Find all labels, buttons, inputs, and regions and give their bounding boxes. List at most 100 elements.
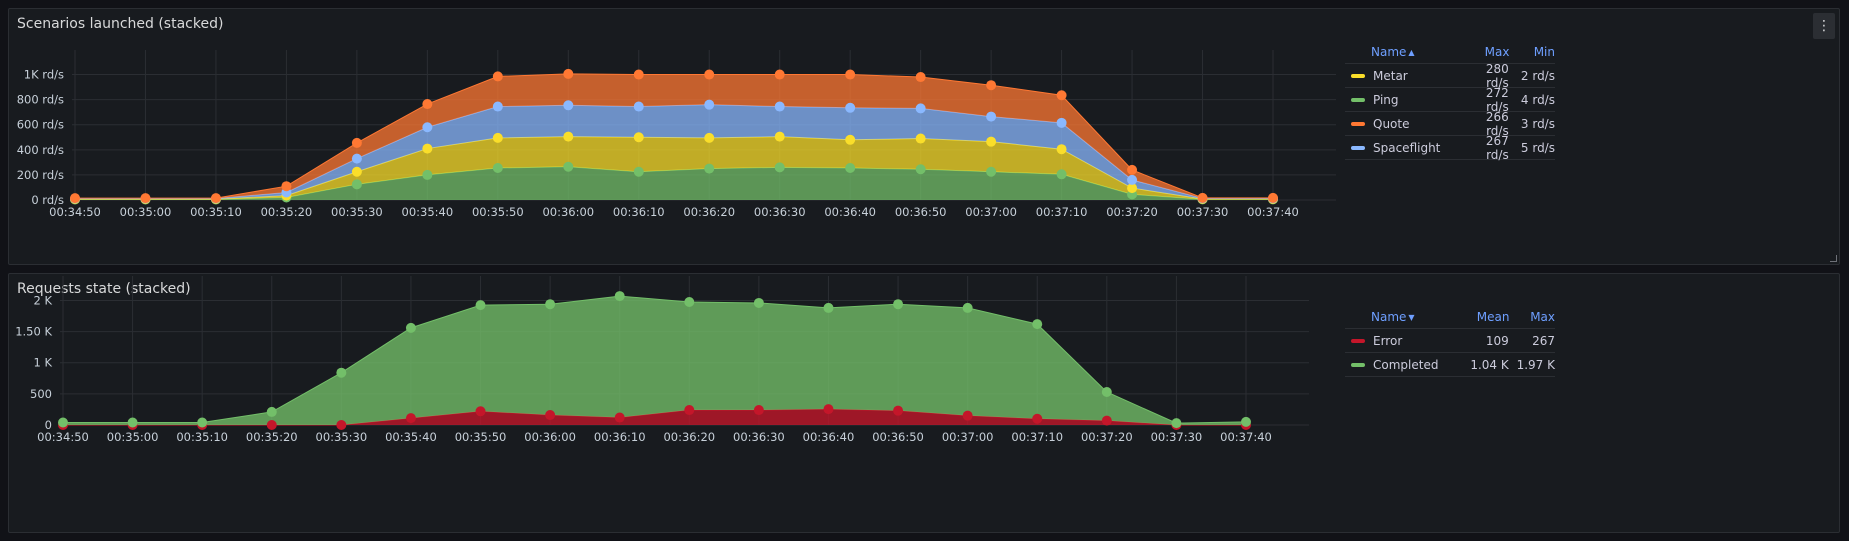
- data-point-completed[interactable]: [545, 299, 556, 310]
- data-point-ping[interactable]: [492, 163, 503, 174]
- data-point-ping[interactable]: [915, 164, 926, 175]
- data-point-quote[interactable]: [774, 69, 785, 80]
- resize-handle-icon[interactable]: [1830, 255, 1837, 262]
- data-point-spaceflight[interactable]: [915, 103, 926, 114]
- data-point-ping[interactable]: [774, 162, 785, 173]
- data-point-quote[interactable]: [422, 99, 433, 110]
- data-point-metar[interactable]: [704, 132, 715, 143]
- data-point-completed[interactable]: [893, 299, 904, 310]
- data-point-metar[interactable]: [915, 133, 926, 144]
- data-point-ping[interactable]: [563, 161, 574, 172]
- data-point-ping[interactable]: [845, 163, 856, 174]
- legend-sort-name[interactable]: Name ▼: [1345, 310, 1464, 324]
- data-point-error[interactable]: [475, 406, 486, 417]
- data-point-error[interactable]: [893, 405, 904, 416]
- data-point-completed[interactable]: [58, 417, 68, 428]
- data-point-quote[interactable]: [563, 68, 574, 79]
- legend-item-ping[interactable]: Ping 272 rd/s 4 rd/s: [1345, 86, 1555, 114]
- data-point-metar[interactable]: [774, 131, 785, 142]
- data-point-spaceflight[interactable]: [986, 111, 997, 122]
- scenarios-chart[interactable]: 0 rd/s 200 rd/s 400 rd/s 600 rd/s 800 rd/s 1K…: [9, 9, 1339, 266]
- data-point-ping[interactable]: [633, 166, 644, 177]
- data-point-spaceflight[interactable]: [492, 101, 503, 112]
- legend-header-mean[interactable]: Mean: [1476, 310, 1510, 324]
- data-point-spaceflight[interactable]: [1127, 174, 1138, 185]
- data-point-quote[interactable]: [1268, 192, 1278, 203]
- legend-sort-name[interactable]: Name ▲: [1345, 45, 1464, 59]
- data-point-metar[interactable]: [492, 132, 503, 143]
- data-point-error[interactable]: [614, 412, 625, 423]
- data-point-completed[interactable]: [1032, 319, 1043, 330]
- data-point-error[interactable]: [823, 404, 834, 415]
- data-point-spaceflight[interactable]: [633, 101, 644, 112]
- data-point-metar[interactable]: [422, 143, 433, 154]
- data-point-completed[interactable]: [1101, 386, 1112, 397]
- legend-item-metar[interactable]: Metar 280 rd/s 2 rd/s: [1345, 62, 1555, 90]
- data-point-quote[interactable]: [633, 69, 644, 80]
- data-point-metar[interactable]: [351, 166, 362, 177]
- requests-chart[interactable]: 0 500 1 K 1.50 K 2 K 00:34:50 00:35:00 00:35:10…: [9, 274, 1339, 534]
- data-point-quote[interactable]: [845, 69, 856, 80]
- data-point-quote[interactable]: [140, 193, 151, 204]
- data-point-completed[interactable]: [823, 302, 834, 313]
- data-point-metar[interactable]: [1056, 144, 1067, 155]
- data-point-completed[interactable]: [266, 406, 277, 417]
- data-point-spaceflight[interactable]: [422, 122, 433, 133]
- legend-header-min[interactable]: Min: [1533, 45, 1555, 59]
- panel-menu-icon[interactable]: ⋮: [1813, 13, 1835, 39]
- data-point-spaceflight[interactable]: [563, 100, 574, 111]
- data-point-completed[interactable]: [684, 297, 695, 308]
- data-point-quote[interactable]: [281, 181, 292, 192]
- data-point-spaceflight[interactable]: [845, 102, 856, 113]
- data-point-spaceflight[interactable]: [1056, 117, 1067, 128]
- data-point-error[interactable]: [545, 410, 556, 421]
- data-point-completed[interactable]: [127, 417, 138, 428]
- data-point-spaceflight[interactable]: [351, 153, 362, 164]
- data-point-error[interactable]: [266, 420, 277, 430]
- data-point-quote[interactable]: [704, 69, 715, 80]
- data-point-completed[interactable]: [1241, 416, 1251, 427]
- data-point-completed[interactable]: [336, 367, 347, 378]
- legend-header-max[interactable]: Max: [1484, 45, 1510, 59]
- data-point-completed[interactable]: [475, 300, 486, 311]
- data-point-ping[interactable]: [422, 169, 433, 180]
- data-point-quote[interactable]: [1056, 90, 1067, 101]
- data-point-quote[interactable]: [1197, 192, 1208, 203]
- legend-item-completed[interactable]: Completed 1.04 K 1.97 K: [1345, 353, 1555, 377]
- data-point-error[interactable]: [1032, 413, 1043, 424]
- data-point-quote[interactable]: [1127, 164, 1138, 175]
- legend-header-max[interactable]: Max: [1530, 310, 1555, 324]
- data-point-quote[interactable]: [986, 80, 997, 91]
- data-point-metar[interactable]: [845, 134, 856, 145]
- data-point-quote[interactable]: [492, 71, 503, 82]
- data-point-quote[interactable]: [70, 193, 80, 204]
- data-point-completed[interactable]: [1171, 418, 1182, 429]
- data-point-error[interactable]: [962, 410, 973, 421]
- data-point-error[interactable]: [336, 420, 347, 430]
- data-point-completed[interactable]: [614, 291, 625, 302]
- data-point-ping[interactable]: [986, 166, 997, 177]
- data-point-completed[interactable]: [405, 322, 416, 333]
- data-point-spaceflight[interactable]: [704, 99, 715, 110]
- data-point-error[interactable]: [684, 405, 695, 416]
- data-point-completed[interactable]: [753, 297, 764, 308]
- data-point-error[interactable]: [405, 413, 416, 424]
- data-point-ping[interactable]: [704, 163, 715, 174]
- data-point-ping[interactable]: [351, 179, 362, 190]
- data-point-error[interactable]: [753, 405, 764, 416]
- data-point-metar[interactable]: [1127, 183, 1138, 194]
- legend-item-quote[interactable]: Quote 266 rd/s 3 rd/s: [1345, 110, 1555, 138]
- data-point-ping[interactable]: [1056, 169, 1067, 180]
- legend-item-spaceflight[interactable]: Spaceflight 267 rd/s 5 rd/s: [1345, 134, 1555, 162]
- data-point-spaceflight[interactable]: [774, 101, 785, 112]
- data-point-completed[interactable]: [962, 302, 973, 313]
- data-point-quote[interactable]: [915, 72, 926, 83]
- data-point-metar[interactable]: [633, 132, 644, 143]
- data-point-quote[interactable]: [351, 137, 362, 148]
- data-point-quote[interactable]: [210, 193, 221, 204]
- data-point-metar[interactable]: [986, 136, 997, 147]
- data-point-completed[interactable]: [197, 417, 208, 428]
- data-point-metar[interactable]: [563, 131, 574, 142]
- data-point-error[interactable]: [1101, 415, 1112, 426]
- legend-item-error[interactable]: Error 109 267: [1345, 329, 1555, 353]
